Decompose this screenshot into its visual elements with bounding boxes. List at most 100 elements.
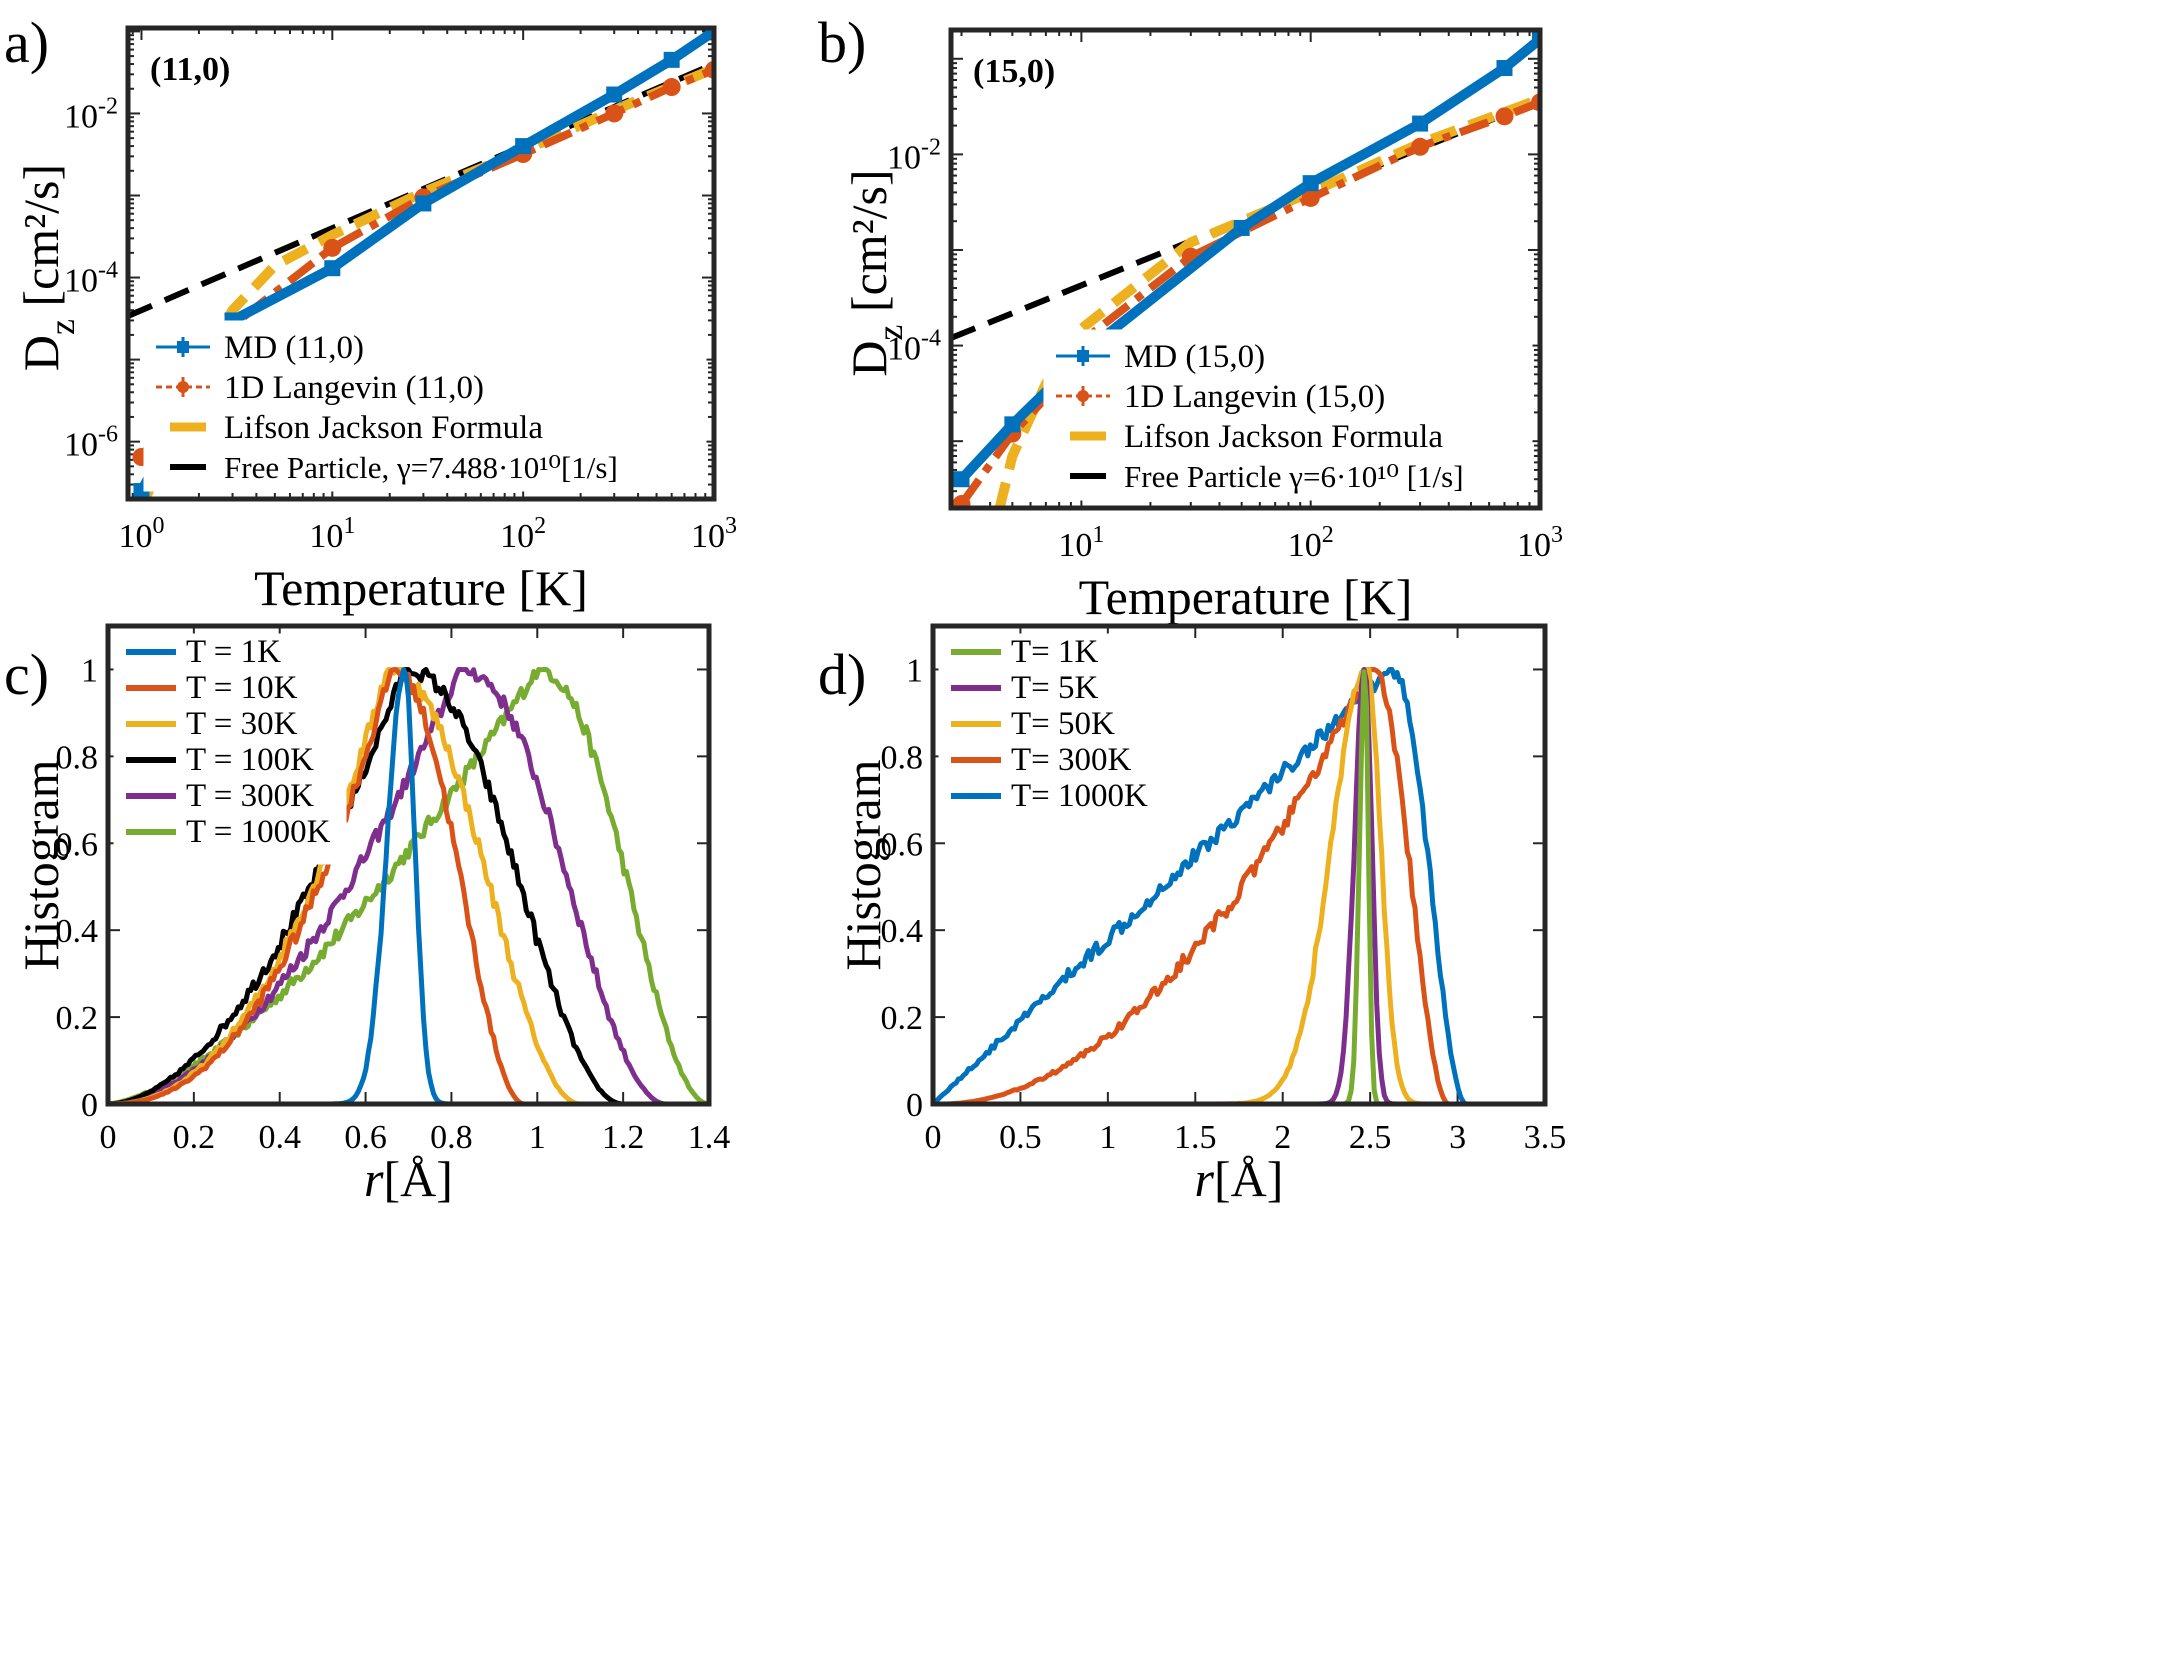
panel-label: a) — [4, 10, 49, 75]
x-tick-label-5: 2.5 — [1349, 1119, 1392, 1156]
data-point-square — [663, 51, 680, 68]
panel-label: b) — [818, 10, 866, 75]
legend-entry-0: T= 1K — [1011, 634, 1099, 670]
series-line-1 — [958, 98, 1540, 507]
x-axis-label: r[Å] — [364, 1151, 453, 1207]
legend-entry-3: T = 100K — [186, 742, 314, 778]
series-line-4 — [933, 667, 1545, 1104]
data-point-circle — [1411, 137, 1430, 156]
x-axis-label: Temperature [K] — [254, 560, 588, 616]
data-point-square — [324, 260, 341, 277]
series-line-3 — [108, 667, 709, 1104]
y-axis-label: Dz [cm²/s] — [841, 169, 910, 376]
plot-frame-d — [930, 623, 1548, 1107]
legend-entry-2: Lifson Jackson Formula — [1124, 419, 1443, 455]
legend-marker-circle — [177, 381, 189, 393]
legend-entry-3: Free Particle γ=6·10¹⁰ [1/s] — [1124, 459, 1464, 494]
x-tick-label-5: 1 — [529, 1119, 546, 1156]
x-tick-label-1: 102 — [1288, 522, 1334, 564]
x-tick-label-7: 1.4 — [688, 1119, 731, 1156]
x-tick-label-1: 0.2 — [173, 1119, 216, 1156]
data-point-circle — [952, 495, 971, 508]
y-tick-label-3: 0.6 — [56, 826, 99, 863]
data-point-square — [706, 28, 714, 40]
legend-entry-4: T= 1000K — [1011, 778, 1148, 814]
data-point-circle — [323, 238, 342, 257]
y-tick-label-1: 0.2 — [56, 1000, 99, 1037]
y-tick-label-0: 0 — [906, 1087, 923, 1124]
data-point-square — [1233, 219, 1250, 236]
x-tick-label-2: 103 — [1517, 522, 1563, 564]
inset-label: (11,0) — [150, 51, 230, 88]
y-tick-label-1: 10-2 — [887, 134, 941, 176]
x-tick-label-0: 0 — [100, 1119, 117, 1156]
x-tick-label-7: 3.5 — [1524, 1119, 1567, 1156]
legend-marker-circle — [1077, 390, 1089, 402]
x-tick-label-2: 102 — [500, 513, 546, 555]
x-tick-label-1: 0.5 — [999, 1119, 1042, 1156]
x-tick-label-3: 1.5 — [1174, 1119, 1217, 1156]
plot-frame-c — [105, 623, 712, 1107]
y-tick-label-1: 0.2 — [881, 1000, 924, 1037]
x-tick-label-4: 0.8 — [430, 1119, 473, 1156]
legend-entry-1: T = 10K — [186, 670, 298, 706]
x-tick-label-2: 0.4 — [258, 1119, 301, 1156]
x-tick-label-0: 0 — [925, 1119, 942, 1156]
x-axis-label: Temperature [K] — [1079, 569, 1413, 625]
legend-entry-1: 1D Langevin (11,0) — [224, 370, 484, 406]
series-line-0 — [108, 667, 709, 1104]
legend-entry-1: 1D Langevin (15,0) — [1124, 379, 1385, 415]
y-axis-label: Histogram — [13, 759, 69, 970]
y-tick-label-5: 1 — [906, 652, 923, 689]
series-group — [128, 28, 714, 499]
chart-panel-b: 101 102 103 10-4 10-2 (15,0) b) Temperature [K]… — [818, 10, 1563, 625]
legend-box — [1043, 329, 1533, 501]
y-tick-label-5: 1 — [81, 652, 98, 689]
data-point-square — [953, 471, 970, 488]
legend-entry-1: T= 5K — [1011, 670, 1099, 706]
data-point-square — [1004, 416, 1021, 433]
x-tick-label-6: 3 — [1449, 1119, 1466, 1156]
legend-entry-3: Free Particle, γ=7.488·10¹⁰[1/s] — [224, 450, 618, 485]
y-tick-label-2: 0.4 — [56, 913, 99, 950]
legend-entry-3: T= 300K — [1011, 742, 1132, 778]
data-point-square — [1412, 115, 1429, 132]
y-tick-label-0: 10-4 — [887, 326, 941, 368]
legend-box — [143, 320, 707, 492]
data-point-circle — [605, 104, 624, 123]
data-point-circle — [662, 78, 681, 97]
chart-panel-c: 0 0.2 0.4 0.6 0.8 1 1.2 1.4 0 0.2 0.4 0.6 0.8 1 c) r[Å]… — [4, 623, 731, 1207]
panel-label: c) — [4, 642, 49, 707]
legend-entry-5: T = 1000K — [186, 814, 331, 850]
panel-label: d) — [818, 642, 866, 707]
data-point-square — [1496, 60, 1513, 77]
x-tick-label-4: 2 — [1274, 1119, 1291, 1156]
series-line-3 — [933, 667, 1545, 1104]
chart-panel-a: 100 101 102 103 10-6 10-4 10-2 (11,0) a) Temperat… — [4, 10, 737, 616]
data-point-square — [1302, 175, 1319, 192]
plot-frame-a — [125, 25, 717, 502]
x-tick-label-0: 100 — [118, 513, 164, 555]
y-tick-label-1: 10-4 — [64, 258, 118, 300]
legend-entry-2: T= 50K — [1011, 706, 1115, 742]
x-tick-label-3: 0.6 — [344, 1119, 387, 1156]
x-tick-label-1: 101 — [309, 513, 355, 555]
data-point-square — [606, 86, 623, 103]
legend-entry-4: T = 300K — [186, 778, 314, 814]
legend: MD (11,0) 1D Langevin (11,0) Lifson Jackso… — [143, 320, 707, 492]
legend-entry-0: MD (11,0) — [224, 330, 364, 366]
y-tick-label-0: 10-6 — [64, 422, 118, 464]
x-axis-label: r[Å] — [1195, 1151, 1284, 1207]
series-group — [108, 667, 709, 1104]
y-tick-label-4: 0.8 — [56, 739, 99, 776]
legend: MD (15,0) 1D Langevin (15,0) Lifson Jackso… — [1043, 329, 1533, 501]
x-tick-label-3: 103 — [691, 513, 737, 555]
legend-entry-0: MD (15,0) — [1124, 339, 1265, 375]
y-axis-label: Dz [cm²/s] — [13, 164, 82, 371]
y-tick-label-2: 10-2 — [64, 93, 118, 135]
y-axis-label: Histogram — [835, 759, 891, 970]
legend-entry-2: Lifson Jackson Formula — [224, 410, 543, 446]
legend-entry-2: T = 30K — [186, 706, 298, 742]
